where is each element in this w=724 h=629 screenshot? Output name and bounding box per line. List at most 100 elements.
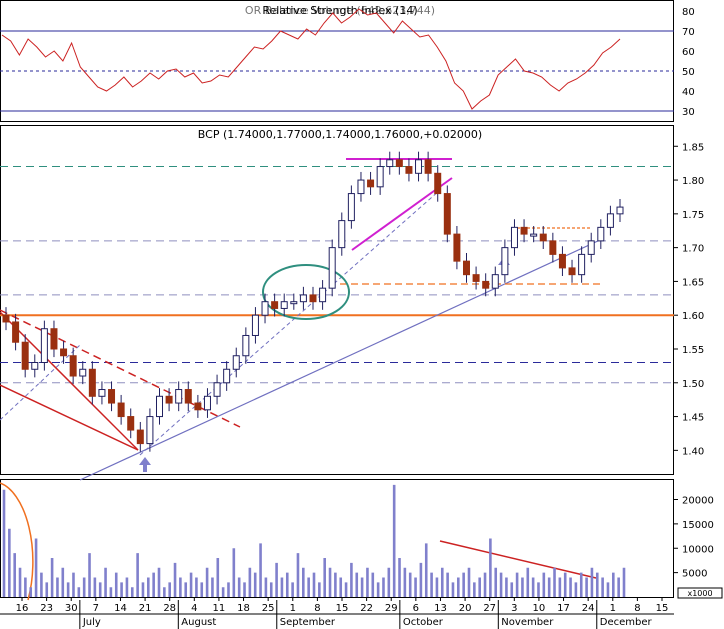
- volume-bar: [141, 582, 145, 597]
- volume-bar: [168, 582, 171, 597]
- x-day-label: 13: [434, 603, 447, 614]
- volume-bar: [211, 577, 214, 597]
- volume-bar: [473, 582, 476, 597]
- rsi-line: [1, 8, 621, 110]
- x-day-label: 8: [634, 603, 640, 614]
- volume-declining-line: [439, 540, 597, 579]
- x-day-label: 18: [237, 603, 250, 614]
- candle-body: [108, 389, 116, 404]
- volume-bar: [18, 567, 22, 597]
- volume-tick-label: 20000: [682, 496, 714, 507]
- candle-body: [405, 166, 413, 174]
- volume-bar: [446, 572, 449, 597]
- price-tick-label: 1.80: [682, 176, 704, 187]
- candle-body: [520, 226, 528, 235]
- rsi-tick-label: 30: [682, 107, 695, 118]
- candle-body: [213, 382, 221, 397]
- candle-body: [501, 247, 509, 276]
- volume-bar: [243, 582, 246, 597]
- volume-bar: [157, 567, 161, 597]
- volume-bar: [435, 577, 439, 597]
- rsi-layer: 80 70 60 50 40 30: [0, 7, 695, 118]
- axis-layer: 16 23 30 7 14 21 28 4 11 18 25 1 8 15 22 29 6 13 20 27 3 10 17…: [0, 597, 674, 629]
- x-day-label: 25: [262, 603, 275, 614]
- volume-bar: [376, 582, 380, 597]
- volume-bar: [195, 577, 198, 597]
- candle-body: [424, 159, 432, 174]
- candle-body: [203, 395, 211, 411]
- volume-bar: [227, 582, 230, 597]
- volume-bar: [130, 587, 134, 597]
- x-day-label: 4: [191, 603, 197, 614]
- candle-body: [338, 220, 346, 249]
- candle-body: [568, 267, 576, 276]
- candle-body: [156, 395, 163, 418]
- volume-bar: [40, 572, 43, 597]
- volume-bar: [553, 567, 556, 597]
- volume-bar: [408, 572, 412, 597]
- x-day-label: 14: [114, 603, 127, 614]
- x-day-label: 22: [360, 603, 373, 614]
- consolidation-ellipse: [262, 264, 350, 320]
- candle-body: [280, 301, 288, 309]
- volume-bar: [563, 572, 567, 597]
- rsi-tick-label: 50: [682, 67, 695, 78]
- volume-bar: [328, 567, 332, 597]
- candle-body: [261, 301, 269, 316]
- volume-bar: [483, 572, 487, 597]
- volume-panel-frame: [0, 479, 674, 598]
- volume-bar: [152, 572, 155, 597]
- volume-bar: [494, 567, 498, 597]
- x-day-label: 3: [511, 603, 517, 614]
- volume-bar: [114, 572, 118, 597]
- volume-bar: [505, 577, 508, 597]
- price-tick-label: 1.40: [682, 446, 704, 457]
- volume-bar: [339, 577, 343, 597]
- candle-body: [539, 233, 547, 242]
- volume-bar: [34, 538, 38, 597]
- candle-body: [31, 362, 39, 370]
- candle-body: [453, 233, 461, 262]
- volume-bar: [414, 577, 417, 597]
- candle-body: [309, 294, 317, 303]
- candle-body: [290, 301, 298, 305]
- channel-upper-line: [0, 311, 139, 451]
- volume-bar: [8, 528, 11, 597]
- volume-bar: [50, 558, 54, 597]
- arrow-up-icon: [139, 457, 151, 472]
- candle-body: [271, 301, 279, 309]
- volume-bar: [424, 543, 428, 597]
- volume-bar: [617, 577, 620, 597]
- candle-body: [184, 389, 192, 404]
- volume-bar: [248, 567, 252, 597]
- volume-bar: [387, 567, 391, 597]
- candle-body: [2, 314, 10, 323]
- price-tick-label: 1.70: [682, 244, 704, 255]
- candle-body: [21, 341, 29, 370]
- x-month-label: September: [280, 617, 336, 628]
- candle-body: [194, 402, 202, 411]
- volume-bar: [136, 553, 139, 597]
- x-day-label: 21: [139, 603, 152, 614]
- volume-bar: [558, 577, 562, 597]
- candle-body: [434, 172, 442, 195]
- price-tick-label: 1.50: [682, 379, 704, 390]
- x-day-label: 28: [163, 603, 176, 614]
- rsi-tick-label: 70: [682, 27, 695, 38]
- volume-bar: [531, 577, 535, 597]
- x-month-label: August: [181, 617, 216, 628]
- candle-body: [510, 226, 518, 249]
- candle-body: [88, 368, 96, 397]
- candle-body: [40, 328, 48, 364]
- volume-bar: [334, 572, 337, 597]
- volume-bar: [88, 553, 91, 597]
- candle-body: [549, 240, 557, 255]
- volume-bar: [275, 562, 278, 597]
- x-day-label: 24: [582, 603, 595, 614]
- volume-bar: [264, 577, 268, 597]
- volume-bar: [371, 572, 375, 597]
- volume-bar: [45, 582, 49, 597]
- volume-bar: [189, 572, 193, 597]
- x-month-label: October: [403, 617, 444, 628]
- volume-unit-box: [677, 587, 723, 599]
